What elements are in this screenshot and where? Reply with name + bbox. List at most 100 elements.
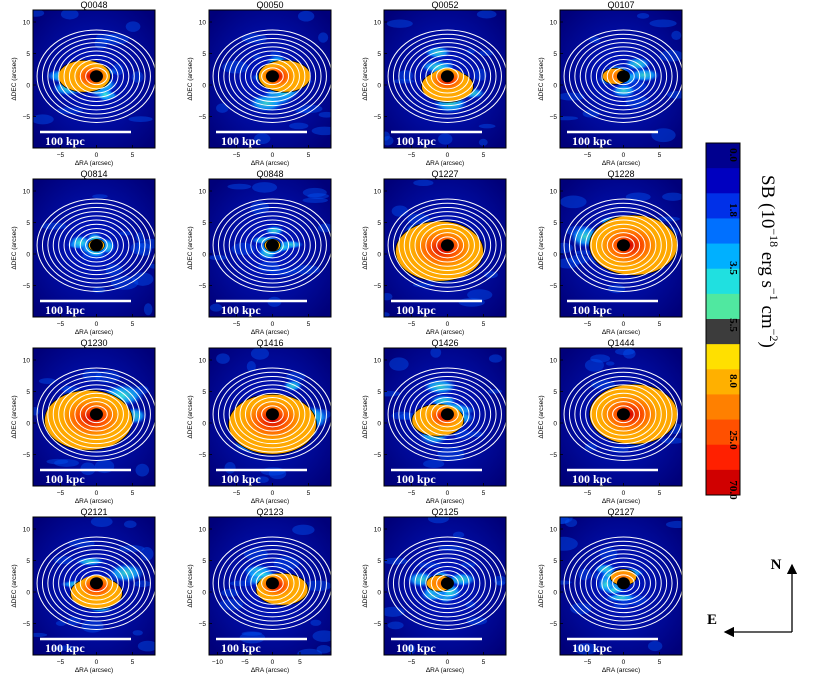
colorbar-tick: 5.5 (727, 318, 739, 332)
x-tick-label: 5 (307, 321, 311, 328)
scale-bar-label: 100 kpc (396, 134, 436, 148)
x-tick-label: 0 (271, 659, 275, 666)
panel-title: Q2123 (256, 507, 283, 517)
x-tick-label: −5 (584, 321, 592, 328)
y-axis-label: ΔDEC (arcsec) (187, 57, 194, 100)
scale-bar-label: 100 kpc (572, 472, 612, 486)
quasar-mask (616, 408, 630, 421)
x-tick-label: −5 (57, 659, 65, 666)
panel-title: Q2127 (607, 507, 634, 517)
y-tick-label: 10 (550, 189, 558, 196)
y-axis-label: ΔDEC (arcsec) (187, 395, 194, 438)
x-tick-label: −5 (408, 152, 416, 159)
y-tick-label: 10 (374, 527, 382, 534)
y-tick-label: 5 (202, 389, 206, 396)
y-tick-label: −5 (550, 452, 558, 459)
panel-title: Q1426 (431, 338, 458, 348)
scale-bar-label: 100 kpc (396, 303, 436, 317)
y-axis-label: ΔDEC (arcsec) (362, 57, 369, 100)
y-tick-label: 0 (202, 83, 206, 90)
y-axis-label: ΔDEC (arcsec) (538, 226, 545, 269)
y-tick-label: 5 (202, 558, 206, 565)
y-tick-label: −5 (23, 452, 31, 459)
y-tick-label: −5 (550, 283, 558, 290)
y-tick-label: −5 (550, 114, 558, 121)
y-axis-label: ΔDEC (arcsec) (362, 395, 369, 438)
y-tick-label: 5 (26, 389, 30, 396)
panel-q0848: 100 kpc Q0848 10 5 0 −5 ΔDEC (arcsec) −5 0 5 ΔRA (… (187, 169, 332, 336)
colorbar-cell (706, 143, 740, 169)
x-tick-label: 5 (482, 659, 486, 666)
scale-bar-label: 100 kpc (45, 641, 85, 655)
x-tick-label: 0 (622, 490, 626, 497)
y-tick-label: −5 (374, 283, 382, 290)
x-tick-label: 0 (446, 659, 450, 666)
x-tick-label: 0 (271, 490, 275, 497)
colorbar-cell (706, 293, 740, 320)
y-tick-label: 10 (374, 189, 382, 196)
y-tick-label: 0 (553, 83, 557, 90)
panel-q1227: 100 kpc Q1227 10 5 0 −5 ΔDEC (arcsec) −5 0 5 ΔRA (… (362, 169, 507, 336)
x-tick-label: 5 (658, 659, 662, 666)
x-tick-label: 5 (307, 152, 311, 159)
scale-bar-label: 100 kpc (45, 134, 85, 148)
y-tick-label: −5 (374, 621, 382, 628)
colorbar-tick: 1.8 (727, 203, 739, 217)
panel-title: Q0107 (607, 0, 634, 10)
scale-bar-label: 100 kpc (221, 134, 261, 148)
x-axis-label: ΔRA (arcsec) (251, 498, 289, 505)
y-tick-label: 5 (553, 558, 557, 565)
y-tick-label: 5 (377, 51, 381, 58)
panel-title: Q0848 (256, 169, 283, 179)
y-tick-label: 0 (26, 83, 30, 90)
y-tick-label: 10 (199, 189, 207, 196)
x-tick-label: −10 (212, 659, 223, 666)
x-axis-label: ΔRA (arcsec) (602, 498, 640, 505)
panel-q0107: 100 kpc Q0107 10 5 0 −5 ΔDEC (arcsec) −5 0 5 ΔRA (… (538, 0, 683, 167)
y-tick-label: 0 (26, 421, 30, 428)
panel-q0052: 100 kpc Q0052 10 5 0 −5 ΔDEC (arcsec) −5 0 5 ΔRA (… (362, 0, 507, 167)
y-tick-label: 5 (202, 51, 206, 58)
x-tick-label: 0 (622, 659, 626, 666)
y-tick-label: 5 (553, 389, 557, 396)
y-tick-label: 5 (553, 51, 557, 58)
quasar-mask (89, 70, 103, 83)
x-tick-label: 5 (307, 490, 311, 497)
y-axis-label: ΔDEC (arcsec) (11, 226, 18, 269)
x-tick-label: −5 (408, 659, 416, 666)
y-tick-label: −5 (23, 283, 31, 290)
scale-bar-label: 100 kpc (45, 303, 85, 317)
quasar-mask (616, 70, 630, 83)
panel-title: Q1230 (80, 338, 107, 348)
panel-title: Q1416 (256, 338, 283, 348)
y-axis-label: ΔDEC (arcsec) (362, 564, 369, 607)
panel-q2121: 100 kpc Q2121 10 5 0 −5 ΔDEC (arcsec) −5 0 5 ΔRA (… (11, 507, 156, 674)
x-tick-label: 0 (446, 321, 450, 328)
quasar-mask (89, 577, 103, 590)
y-tick-label: 5 (26, 51, 30, 58)
colorbar-label: SB (10−18 erg s−1 cm−2) (757, 175, 781, 348)
scale-bar-label: 100 kpc (396, 472, 436, 486)
y-tick-label: 0 (26, 590, 30, 597)
panel-title: Q0814 (80, 169, 107, 179)
panel-q0050: 100 kpc Q0050 10 5 0 −5 ΔDEC (arcsec) −5 0 5 ΔRA (… (187, 0, 332, 167)
quasar-mask (440, 577, 454, 590)
y-tick-label: 10 (23, 358, 31, 365)
panel-title: Q1228 (607, 169, 634, 179)
y-tick-label: 5 (26, 558, 30, 565)
y-axis-label: ΔDEC (arcsec) (11, 564, 18, 607)
x-axis-label: ΔRA (arcsec) (426, 329, 464, 336)
y-tick-label: −5 (23, 114, 31, 121)
quasar-mask (265, 577, 279, 590)
quasar-mask (616, 577, 630, 590)
scale-bar-label: 100 kpc (221, 303, 261, 317)
compass: N E (707, 557, 798, 638)
x-tick-label: 5 (658, 321, 662, 328)
x-axis-label: ΔRA (arcsec) (75, 667, 113, 674)
y-tick-label: −5 (199, 114, 207, 121)
panel-q1416: 100 kpc Q1416 10 5 0 −5 ΔDEC (arcsec) −5 0 5 ΔRA (… (187, 338, 332, 505)
y-tick-label: 10 (23, 527, 31, 534)
x-tick-label: 5 (131, 659, 135, 666)
scale-bar-label: 100 kpc (572, 641, 612, 655)
